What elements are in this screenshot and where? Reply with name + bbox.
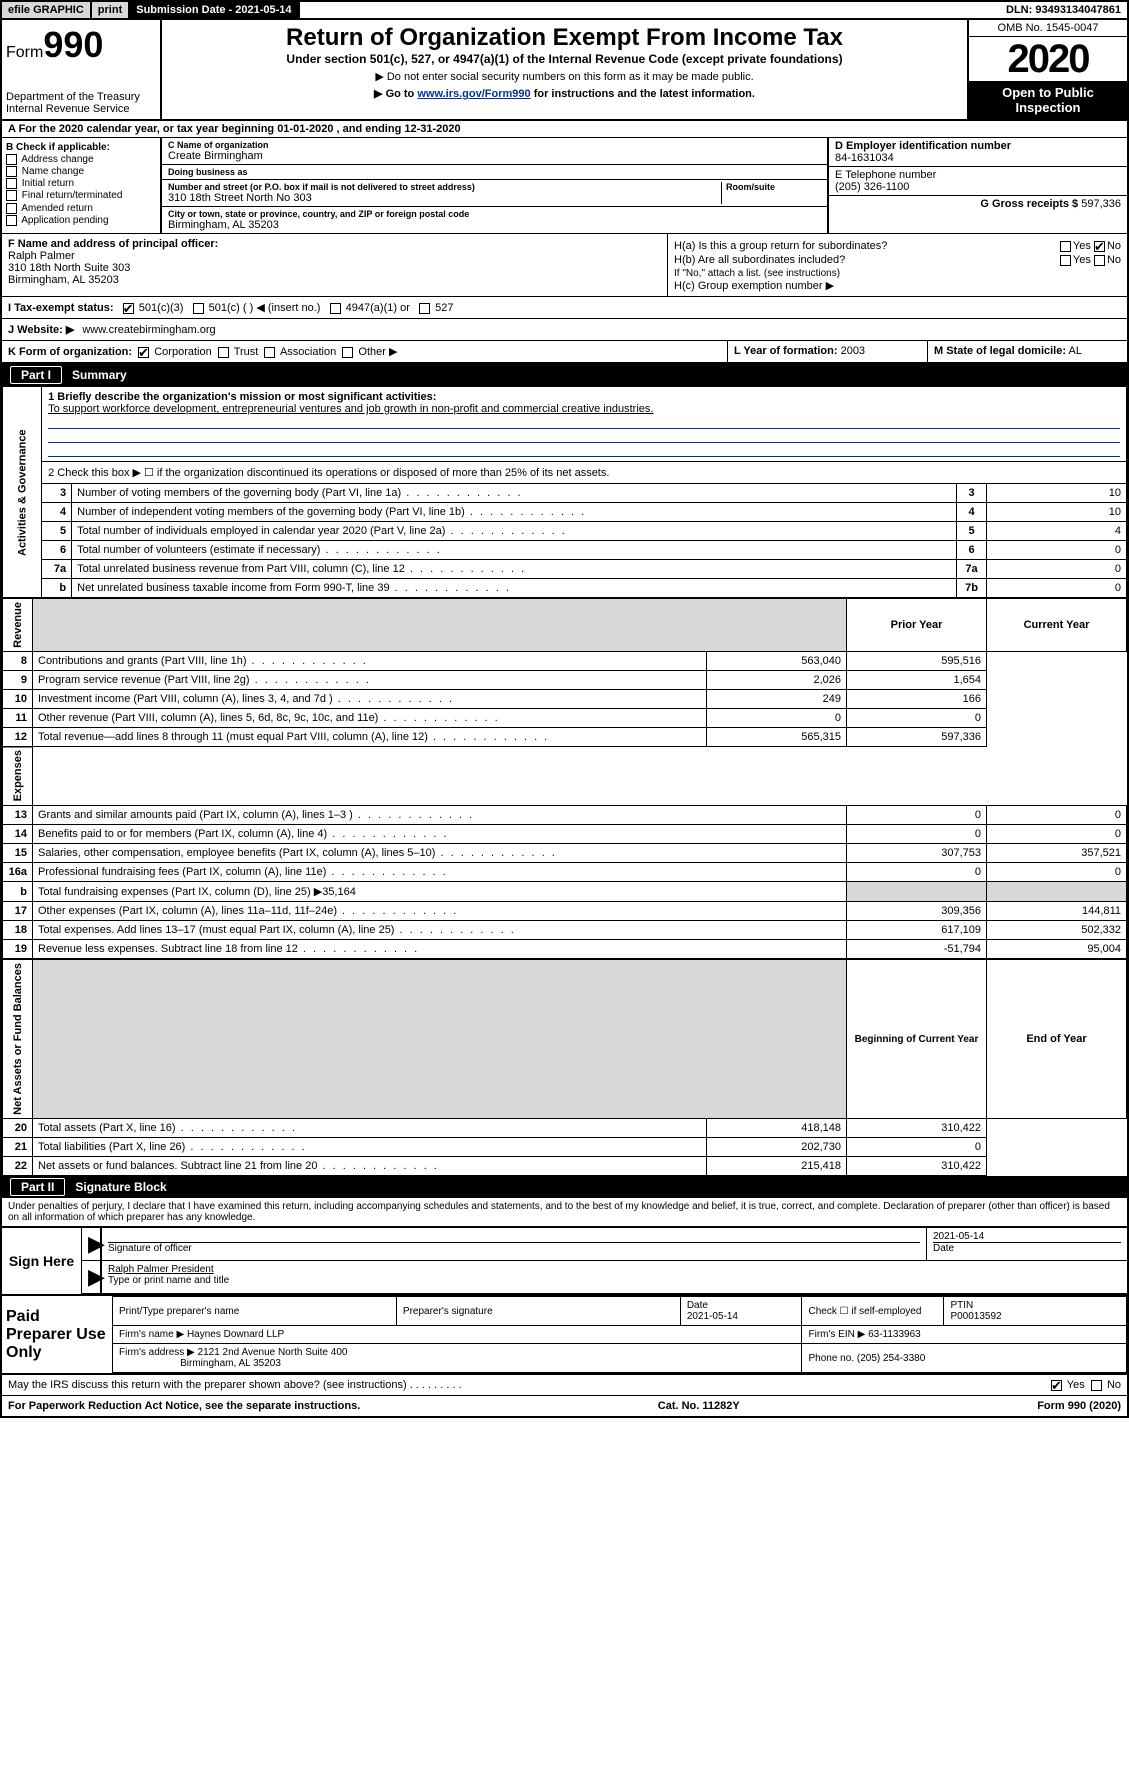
table-row: 6Total number of volunteers (estimate if… — [3, 541, 1127, 560]
assoc-checkbox[interactable] — [264, 347, 275, 358]
part-ii-header: Part II Signature Block — [2, 1176, 1127, 1198]
vert-label-expenses: Expenses — [3, 747, 33, 805]
gross-receipts-value: 597,336 — [1081, 198, 1121, 210]
table-row: 3Number of voting members of the governi… — [3, 484, 1127, 503]
efile-button[interactable]: efile GRAPHIC — [2, 2, 92, 18]
table-row: 22Net assets or fund balances. Subtract … — [3, 1157, 1127, 1176]
discuss-yes-checkbox[interactable] — [1051, 1380, 1062, 1391]
org-name-label: C Name of organization — [168, 140, 821, 150]
table-row: 14Benefits paid to or for members (Part … — [3, 825, 1127, 844]
corp-checkbox[interactable] — [138, 347, 149, 358]
address-change-checkbox[interactable] — [6, 154, 17, 165]
org-name: Create Birmingham — [168, 150, 821, 162]
city-label: City or town, state or province, country… — [168, 209, 821, 219]
print-button[interactable]: print — [92, 2, 130, 18]
dba-label: Doing business as — [168, 167, 821, 177]
hb-yes-checkbox[interactable] — [1060, 255, 1071, 266]
table-row: 8Contributions and grants (Part VIII, li… — [3, 651, 1127, 670]
preparer-block: Paid Preparer Use Only Print/Type prepar… — [2, 1296, 1127, 1375]
net-assets-table: Net Assets or Fund Balances Beginning of… — [2, 959, 1127, 1176]
form-subtitle: Under section 501(c), 527, or 4947(a)(1)… — [166, 52, 963, 66]
submission-date: Submission Date - 2021-05-14 — [130, 2, 299, 18]
name-change-checkbox[interactable] — [6, 166, 17, 177]
dln-number: DLN: 93493134047861 — [1000, 2, 1127, 18]
table-row: 10Investment income (Part VIII, column (… — [3, 689, 1127, 708]
form-990: Form990 Department of the Treasury Inter… — [0, 20, 1129, 1418]
governance-table: Activities & Governance 1 Briefly descri… — [2, 386, 1127, 598]
table-row: 15Salaries, other compensation, employee… — [3, 844, 1127, 863]
table-row: 20Total assets (Part X, line 16)418,1483… — [3, 1119, 1127, 1138]
other-checkbox[interactable] — [342, 347, 353, 358]
expenses-table: Expenses 13Grants and similar amounts pa… — [2, 747, 1127, 959]
table-row: 17Other expenses (Part IX, column (A), l… — [3, 902, 1127, 921]
table-row: 21Total liabilities (Part X, line 26)202… — [3, 1138, 1127, 1157]
table-row: 9Program service revenue (Part VIII, lin… — [3, 670, 1127, 689]
table-row: bNet unrelated business taxable income f… — [3, 579, 1127, 598]
table-row: 12Total revenue—add lines 8 through 11 (… — [3, 727, 1127, 746]
table-row: 11Other revenue (Part VIII, column (A), … — [3, 708, 1127, 727]
tax-year: 2020 — [969, 37, 1127, 81]
app-pending-checkbox[interactable] — [6, 215, 17, 226]
table-row: 4Number of independent voting members of… — [3, 503, 1127, 522]
privacy-note: ▶ Do not enter social security numbers o… — [166, 70, 963, 83]
phone-value: (205) 326-1100 — [835, 181, 909, 193]
amended-return-checkbox[interactable] — [6, 203, 17, 214]
ein-label: D Employer identification number — [835, 140, 1011, 152]
footer: For Paperwork Reduction Act Notice, see … — [2, 1396, 1127, 1416]
row-a-tax-year: A For the 2020 calendar year, or tax yea… — [2, 121, 1127, 138]
row-i-tax-status: I Tax-exempt status: 501(c)(3) 501(c) ( … — [2, 297, 1127, 318]
section-h: H(a) Is this a group return for subordin… — [667, 234, 1127, 296]
discuss-row: May the IRS discuss this return with the… — [2, 1375, 1127, 1396]
ha-yes-checkbox[interactable] — [1060, 241, 1071, 252]
table-row: 13Grants and similar amounts paid (Part … — [3, 806, 1127, 825]
form-title: Return of Organization Exempt From Incom… — [166, 24, 963, 52]
section-f: F Name and address of principal officer:… — [2, 234, 667, 296]
ha-no-checkbox[interactable] — [1094, 241, 1105, 252]
table-row: 7aTotal unrelated business revenue from … — [3, 560, 1127, 579]
vert-label-net: Net Assets or Fund Balances — [3, 960, 33, 1119]
row-k: K Form of organization: Corporation Trus… — [2, 341, 1127, 364]
527-checkbox[interactable] — [419, 303, 430, 314]
final-return-checkbox[interactable] — [6, 190, 17, 201]
omb-number: OMB No. 1545-0047 — [969, 20, 1127, 37]
table-row: 16aProfessional fundraising fees (Part I… — [3, 863, 1127, 882]
vert-label-governance: Activities & Governance — [3, 387, 42, 598]
vert-label-revenue: Revenue — [3, 599, 33, 652]
discuss-no-checkbox[interactable] — [1091, 1380, 1102, 1391]
irs-link[interactable]: www.irs.gov/Form990 — [417, 88, 530, 100]
table-row: 18Total expenses. Add lines 13–17 (must … — [3, 921, 1127, 940]
signature-block: Sign Here ▶ Signature of officer 2021-05… — [2, 1226, 1127, 1296]
table-row: 5Total number of individuals employed in… — [3, 522, 1127, 541]
revenue-table: Revenue Prior Year Current Year 8Contrib… — [2, 598, 1127, 747]
room-label: Room/suite — [726, 182, 821, 192]
row-j-website: J Website: ▶ www.createbirmingham.org — [2, 319, 1127, 341]
part-i-header: Part I Summary — [2, 364, 1127, 386]
section-b-checkboxes: B Check if applicable: Address change Na… — [2, 138, 162, 233]
perjury-text: Under penalties of perjury, I declare th… — [2, 1198, 1127, 1226]
address-label: Number and street (or P.O. box if mail i… — [168, 182, 721, 192]
501c3-checkbox[interactable] — [123, 303, 134, 314]
hb-no-checkbox[interactable] — [1094, 255, 1105, 266]
table-row: bTotal fundraising expenses (Part IX, co… — [3, 882, 1127, 902]
department-label: Department of the Treasury Internal Reve… — [6, 91, 156, 115]
4947-checkbox[interactable] — [330, 303, 341, 314]
trust-checkbox[interactable] — [218, 347, 229, 358]
top-bar: efile GRAPHIC print Submission Date - 20… — [0, 0, 1129, 20]
table-row: 19Revenue less expenses. Subtract line 1… — [3, 940, 1127, 959]
open-to-public: Open to Public Inspection — [969, 81, 1127, 119]
phone-label: E Telephone number — [835, 169, 936, 181]
address-value: 310 18th Street North No 303 — [168, 192, 721, 204]
ein-value: 84-1631034 — [835, 152, 894, 164]
gross-receipts-label: G Gross receipts $ — [980, 198, 1078, 210]
city-value: Birmingham, AL 35203 — [168, 219, 821, 231]
form-number: Form990 — [6, 24, 156, 66]
initial-return-checkbox[interactable] — [6, 178, 17, 189]
501c-checkbox[interactable] — [193, 303, 204, 314]
instructions-note: ▶ Go to www.irs.gov/Form990 for instruct… — [166, 87, 963, 100]
